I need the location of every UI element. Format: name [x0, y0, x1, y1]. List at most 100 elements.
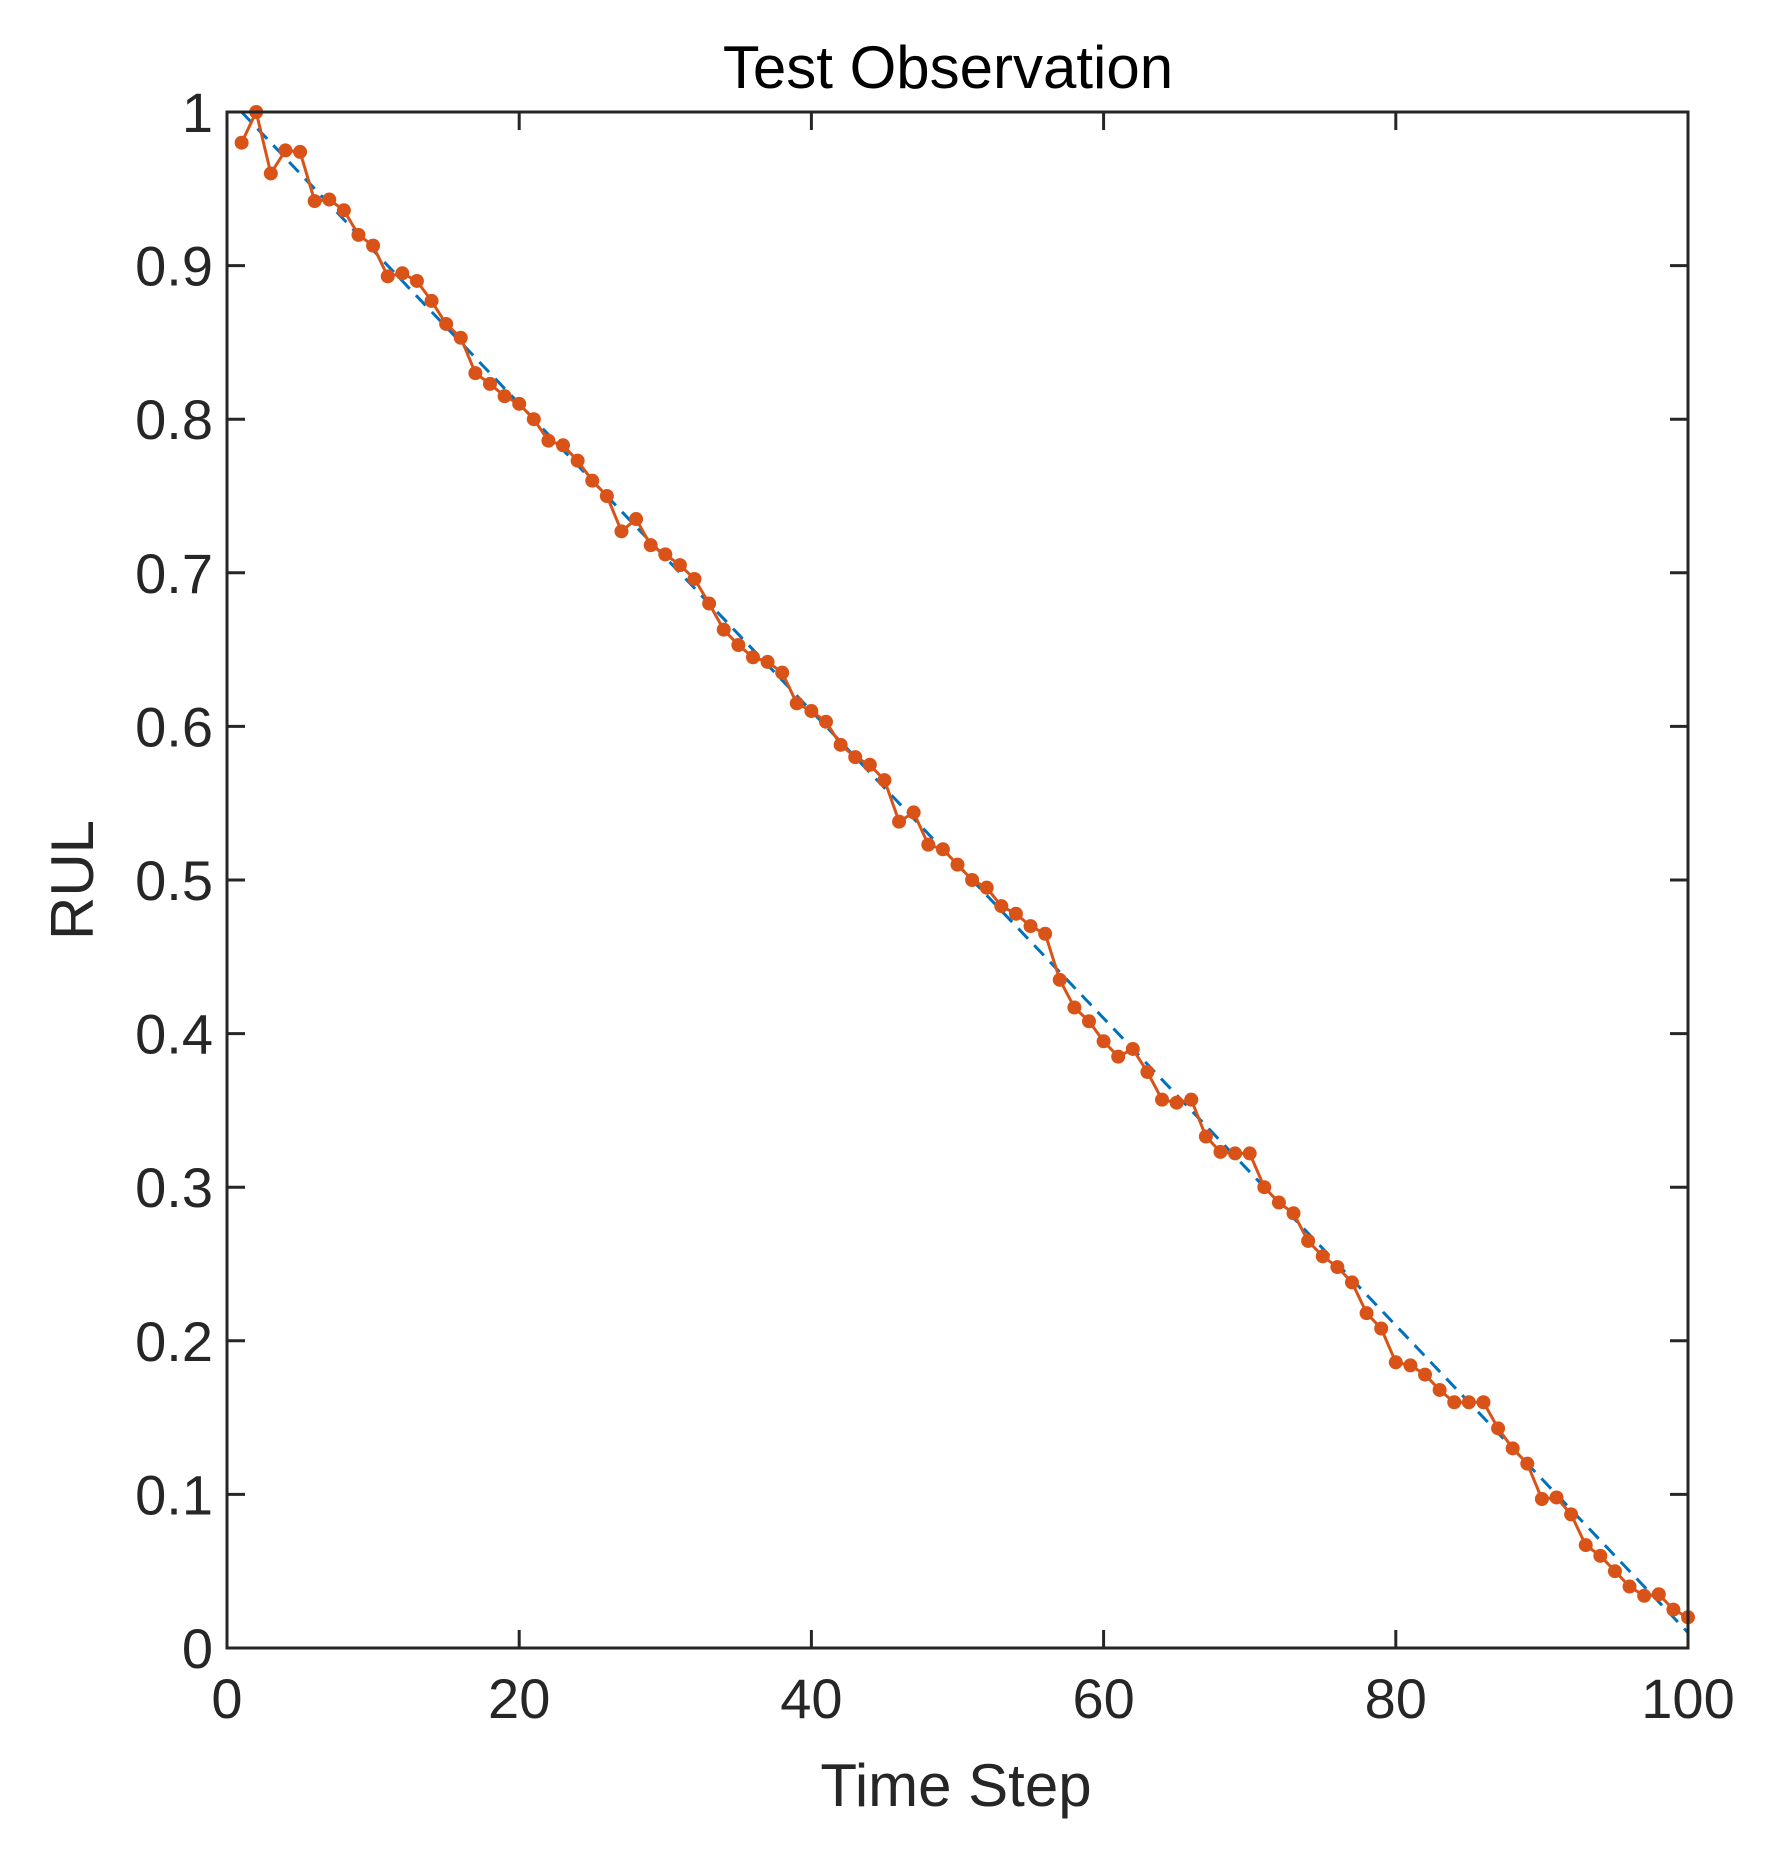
data-point	[1374, 1321, 1389, 1336]
data-point	[614, 524, 629, 539]
data-point	[1140, 1065, 1155, 1079]
y-tick-label: 0.6	[135, 695, 213, 758]
data-point	[950, 857, 965, 872]
series-line-predicted-rul	[240, 107, 1689, 1619]
x-tick-label: 40	[780, 1667, 842, 1730]
data-point	[366, 238, 381, 253]
data-point	[1447, 1395, 1462, 1410]
data-point	[848, 750, 863, 765]
x-tick-label: 0	[211, 1667, 242, 1730]
data-point	[789, 696, 804, 711]
y-tick-label: 0.8	[135, 388, 213, 451]
plot-area	[234, 105, 1695, 1634]
data-point	[702, 596, 717, 611]
data-point	[1286, 1206, 1301, 1221]
data-point	[1491, 1421, 1506, 1436]
data-point	[453, 330, 468, 345]
data-point	[307, 194, 322, 209]
data-point	[833, 737, 848, 752]
y-tick-label: 0.5	[135, 849, 213, 912]
data-point	[1052, 972, 1067, 987]
data-point	[892, 814, 907, 829]
data-point	[1111, 1049, 1126, 1064]
data-point	[716, 622, 731, 637]
data-point	[1432, 1382, 1447, 1397]
data-point	[482, 376, 497, 391]
data-point	[1081, 1014, 1096, 1029]
data-point	[570, 453, 585, 468]
data-point	[1023, 919, 1038, 934]
data-point	[293, 144, 308, 159]
data-point	[672, 558, 687, 573]
data-point	[994, 899, 1009, 914]
data-point	[658, 547, 673, 562]
data-point	[731, 637, 746, 652]
data-point	[1271, 1195, 1286, 1210]
data-point	[979, 880, 994, 895]
data-point	[556, 438, 571, 453]
y-tick-label: 0.1	[135, 1463, 213, 1526]
data-point	[526, 412, 541, 427]
x-tick-label: 100	[1641, 1667, 1734, 1730]
chart-title: Test Observation	[723, 34, 1173, 101]
data-point	[687, 571, 702, 586]
y-axis-title: RUL	[39, 820, 106, 940]
data-point	[921, 837, 936, 852]
data-point	[468, 366, 483, 381]
data-point	[1578, 1538, 1593, 1553]
data-point	[497, 389, 512, 404]
data-point	[585, 473, 600, 488]
data-point	[424, 293, 439, 308]
data-point	[1330, 1260, 1345, 1275]
series-line-true-rul	[240, 110, 1690, 1634]
data-point	[1403, 1358, 1418, 1373]
y-tick-label: 0.7	[135, 542, 213, 605]
data-point	[234, 135, 249, 150]
data-point	[877, 773, 892, 788]
data-point	[1388, 1355, 1403, 1370]
data-point	[380, 269, 395, 284]
data-point	[1096, 1034, 1111, 1049]
data-point	[541, 433, 556, 448]
data-point	[862, 757, 877, 772]
data-point	[1067, 1000, 1082, 1015]
data-point	[512, 396, 527, 411]
data-point	[1301, 1233, 1316, 1248]
data-point	[1564, 1507, 1579, 1522]
data-point	[1315, 1249, 1330, 1264]
y-axis: 0 0.1 0.2 0.3 0.4 0.5 0.6 0.7 0.8 0.9 1	[135, 81, 1688, 1680]
y-tick-label: 0	[182, 1617, 213, 1680]
plot-frame	[225, 110, 1690, 1650]
data-point	[1213, 1144, 1228, 1159]
data-point	[1622, 1579, 1637, 1594]
data-point	[1359, 1306, 1374, 1321]
x-tick-label: 80	[1365, 1667, 1427, 1730]
data-point	[1344, 1275, 1359, 1290]
y-tick-label: 0.9	[135, 235, 213, 298]
data-point	[1198, 1129, 1213, 1144]
data-point	[263, 166, 278, 181]
data-point	[935, 842, 950, 857]
data-point	[643, 538, 658, 553]
data-point	[439, 316, 454, 331]
data-point	[819, 714, 834, 729]
data-point	[1593, 1548, 1608, 1563]
data-point	[322, 192, 337, 207]
data-point	[1461, 1395, 1476, 1410]
data-point	[1637, 1588, 1652, 1603]
data-point	[395, 266, 410, 281]
data-point	[351, 227, 366, 242]
data-point	[1549, 1490, 1564, 1505]
data-point	[629, 512, 644, 527]
data-point	[1008, 906, 1023, 921]
data-point	[1520, 1456, 1535, 1471]
data-point	[745, 650, 760, 665]
data-point	[1666, 1602, 1681, 1617]
data-point	[1476, 1395, 1491, 1410]
data-point	[1418, 1367, 1433, 1382]
data-point	[906, 805, 921, 820]
data-point	[1184, 1092, 1199, 1107]
data-point	[599, 489, 614, 503]
data-point	[1651, 1587, 1666, 1602]
